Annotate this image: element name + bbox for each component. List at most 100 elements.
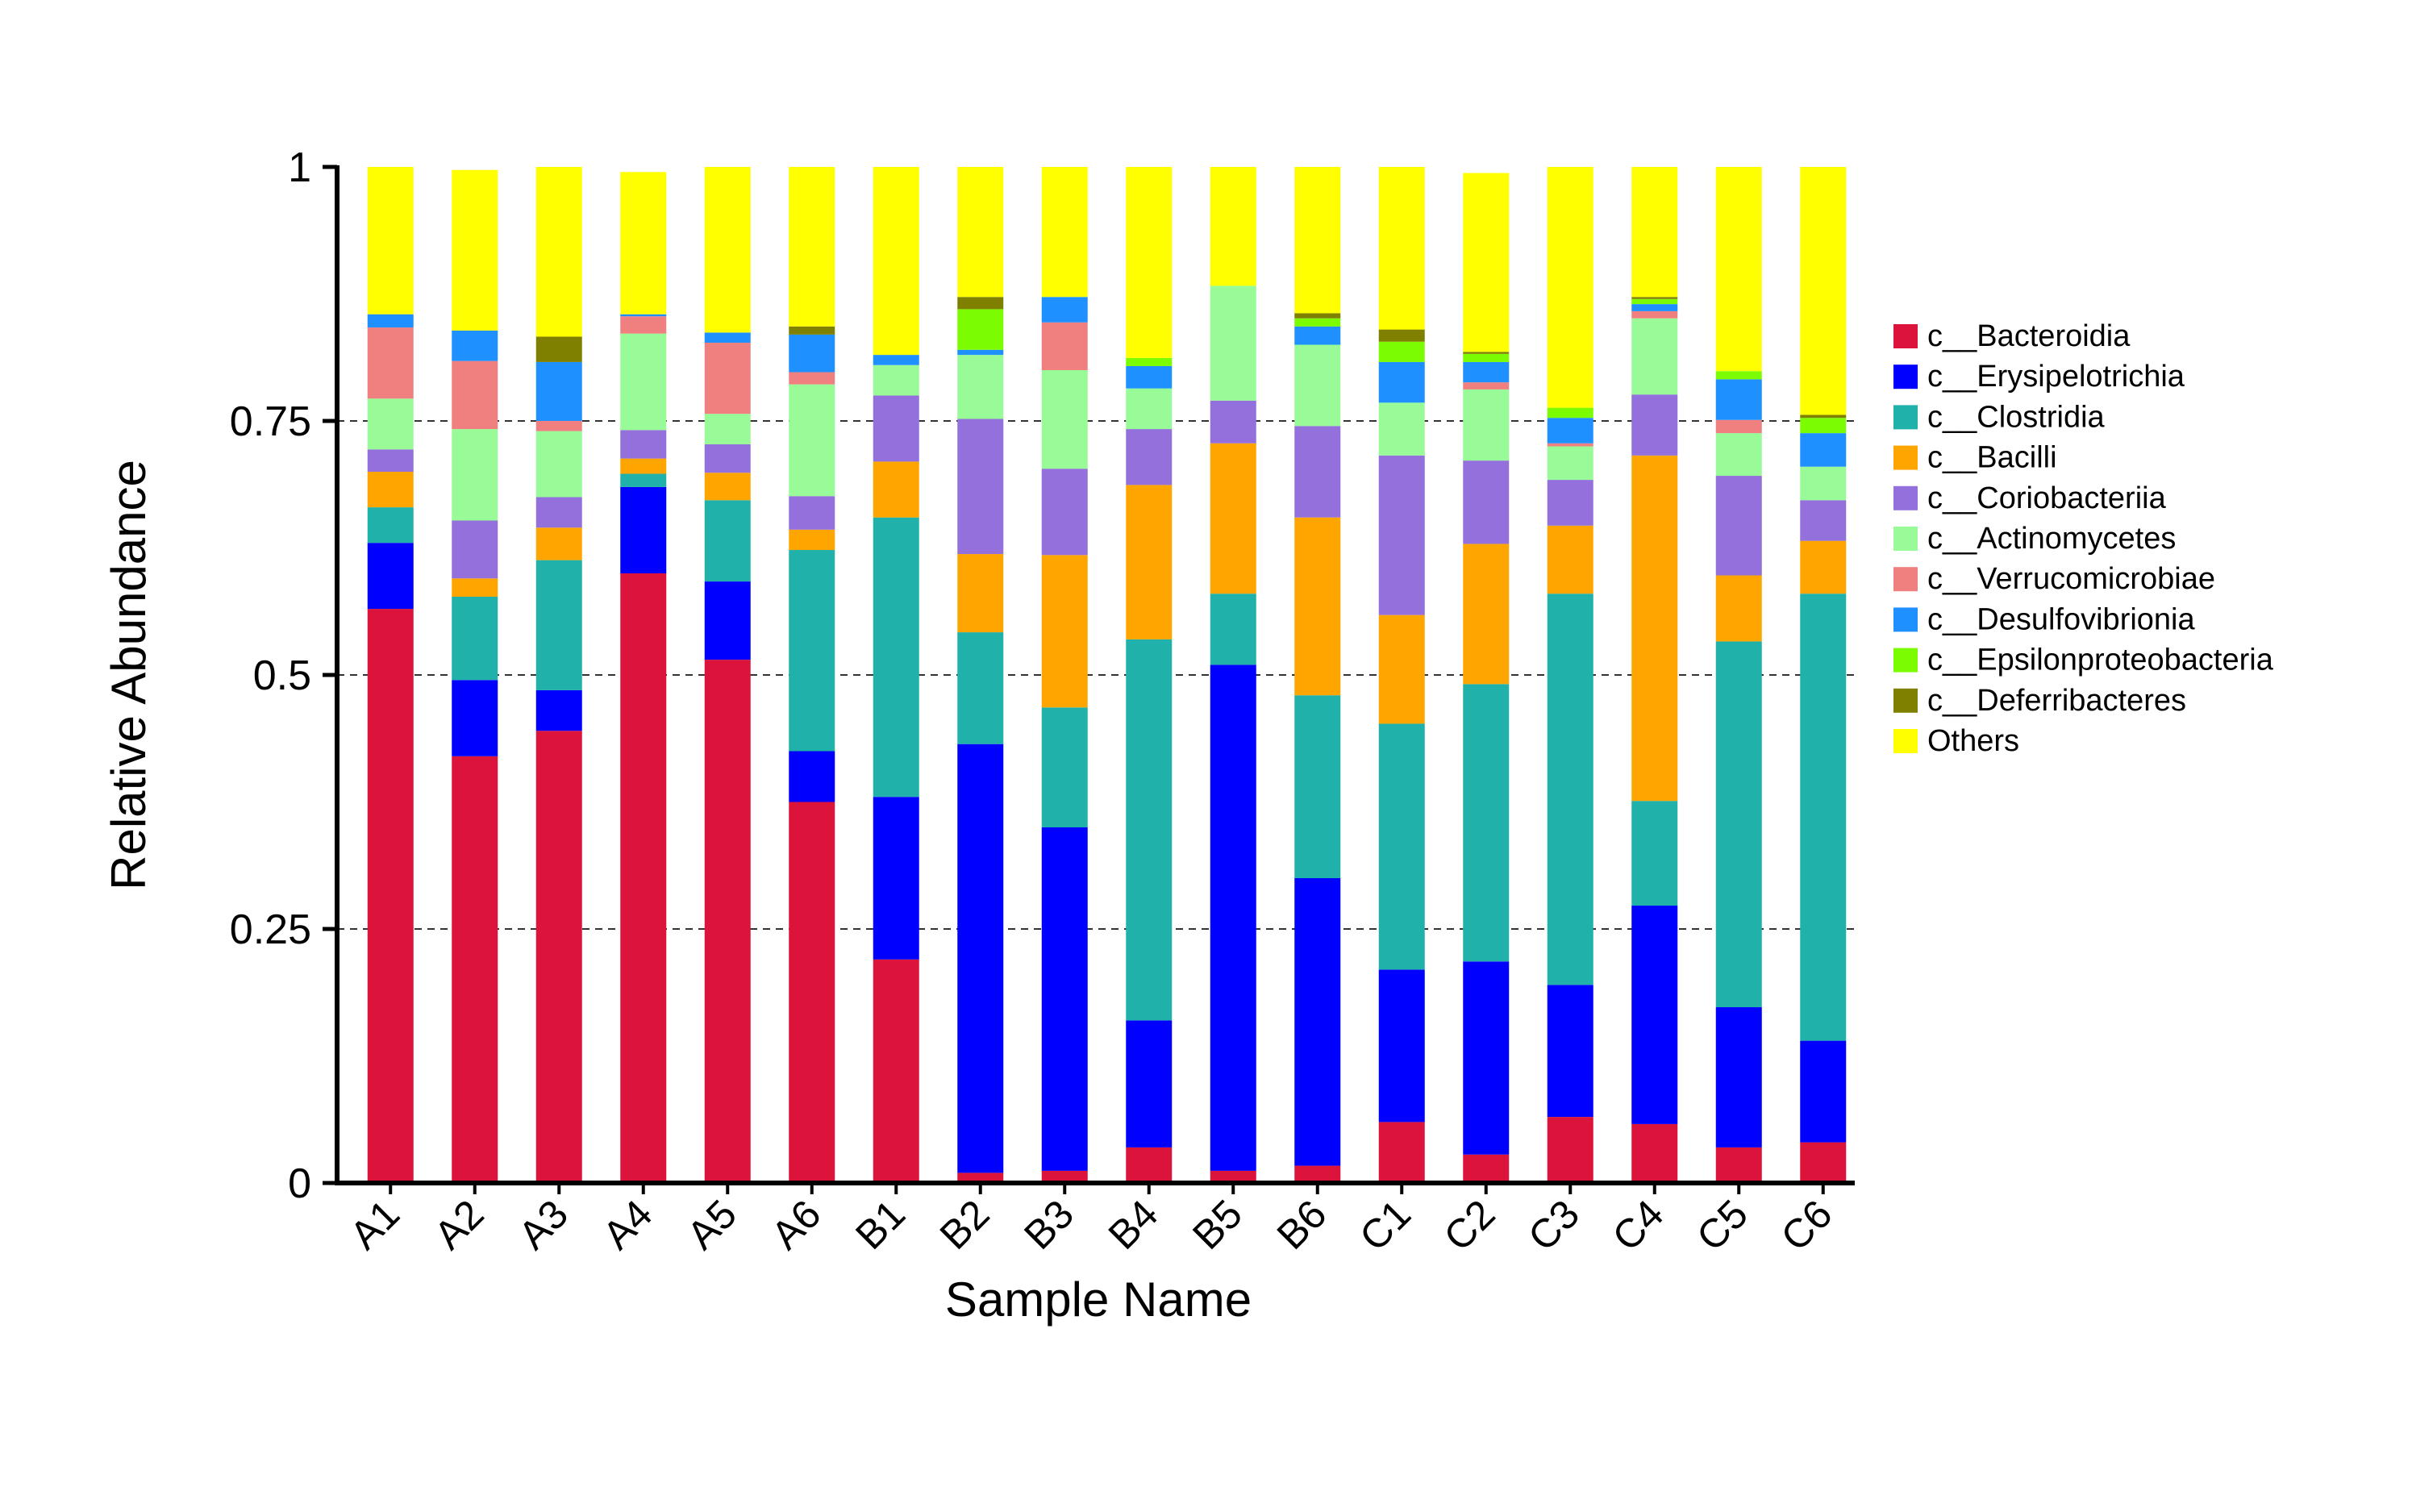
- bar-segment: [1463, 382, 1510, 389]
- bar-segment: [873, 395, 919, 462]
- x-tick-label: A5: [678, 1191, 745, 1258]
- bar-segment: [704, 342, 751, 414]
- x-tick-label: C3: [1519, 1191, 1588, 1260]
- x-tick-label: C2: [1435, 1191, 1504, 1260]
- bar-segment: [1378, 1122, 1425, 1183]
- bar-segment: [1547, 1117, 1593, 1183]
- x-tick-label: A4: [594, 1191, 661, 1258]
- bar-segment: [452, 596, 498, 681]
- bar-segment: [1378, 167, 1425, 330]
- bar-segment: [957, 744, 1004, 1173]
- bar-segment: [620, 172, 667, 314]
- bar-segment: [1715, 433, 1762, 477]
- bar-segment: [1126, 167, 1173, 358]
- bar-segment: [704, 444, 751, 473]
- bar-segment: [1126, 357, 1173, 366]
- bar-segment: [452, 680, 498, 756]
- y-tick-label: 0.75: [230, 398, 311, 445]
- bar-segment: [1631, 304, 1678, 311]
- legend-swatch: [1893, 324, 1918, 348]
- bar-segment: [1547, 985, 1593, 1118]
- bar-segment: [1126, 1020, 1173, 1148]
- bar-segment: [1547, 525, 1593, 594]
- bar-segment: [957, 419, 1004, 555]
- bar-segment: [1210, 594, 1256, 665]
- bar-segment: [1041, 370, 1088, 469]
- x-axis-title: Sample Name: [945, 1272, 1252, 1327]
- bar-segment: [1041, 707, 1088, 827]
- bar-segment: [452, 330, 498, 361]
- bar-segment: [1715, 1147, 1762, 1183]
- bar-segment: [367, 472, 414, 508]
- bar-segment: [1041, 555, 1088, 708]
- bar-segment: [1210, 167, 1256, 286]
- x-tick-label: C4: [1604, 1191, 1673, 1260]
- bar-segment: [1294, 426, 1341, 518]
- bar-segment: [367, 449, 414, 472]
- bar-segment: [1378, 402, 1425, 456]
- bar-segment: [1631, 298, 1678, 305]
- legend-label: c__Epsilonproteobacteria: [1927, 644, 2274, 677]
- bar-segment: [1041, 322, 1088, 370]
- y-tick-label: 0: [288, 1160, 311, 1207]
- bar-segment: [1378, 723, 1425, 970]
- x-tick-label: B2: [931, 1191, 998, 1258]
- bar-segment: [1547, 407, 1593, 419]
- bar-segment: [1463, 361, 1510, 383]
- bar-segment: [1800, 414, 1847, 419]
- bar-segment: [367, 327, 414, 399]
- bar-segment: [1631, 310, 1678, 319]
- bar-segment: [1041, 167, 1088, 298]
- legend-swatch: [1893, 567, 1918, 592]
- bar-segment: [1715, 419, 1762, 434]
- bar-segment: [873, 959, 919, 1183]
- bar-segment: [452, 360, 498, 430]
- bar-segment: [1800, 1142, 1847, 1183]
- bar-segment: [367, 398, 414, 450]
- bar-segment: [1294, 326, 1341, 345]
- bar-segment: [1041, 827, 1088, 1171]
- bar-segment: [873, 355, 919, 365]
- bar-segment: [535, 336, 582, 362]
- legend-label: c__Erysipelotrichia: [1927, 360, 2185, 394]
- bar-segment: [1126, 429, 1173, 485]
- bar-segment: [1800, 1040, 1847, 1143]
- bar-segment: [1378, 329, 1425, 342]
- legend-label: c__Bacilli: [1927, 441, 2057, 475]
- bar-segment: [1547, 480, 1593, 526]
- bar-segment: [452, 578, 498, 597]
- bar-segment: [1294, 695, 1341, 878]
- bar-segment: [1463, 961, 1510, 1155]
- bar-segment: [957, 632, 1004, 744]
- bar-segment: [620, 473, 667, 487]
- bars: [367, 167, 1847, 1183]
- bar-segment: [535, 361, 582, 421]
- x-tick-label: A6: [763, 1191, 830, 1258]
- legend-label: Others: [1927, 724, 2019, 758]
- bar-segment: [704, 660, 751, 1183]
- bar-segment: [1041, 1170, 1088, 1183]
- bar-segment: [1800, 594, 1847, 1041]
- bar-segment: [1547, 167, 1593, 408]
- bar-segment: [535, 689, 582, 731]
- bar-segment: [789, 167, 835, 327]
- bar-segment: [1041, 469, 1088, 556]
- bar-segment: [957, 355, 1004, 419]
- bar-segment: [1210, 664, 1256, 1171]
- bar-segment: [1126, 1147, 1173, 1183]
- bar-segment: [1715, 371, 1762, 380]
- x-tick-label: C1: [1351, 1191, 1419, 1260]
- bar-segment: [1126, 388, 1173, 430]
- bar-segment: [789, 802, 835, 1183]
- bar-segment: [957, 1173, 1004, 1183]
- bar-segment: [1294, 318, 1341, 327]
- bar-segment: [957, 349, 1004, 356]
- bar-segment: [1715, 167, 1762, 372]
- legend-swatch: [1893, 485, 1918, 510]
- x-tick-label: B1: [847, 1191, 914, 1258]
- bar-segment: [789, 372, 835, 385]
- bar-segment: [1547, 446, 1593, 481]
- legend-swatch: [1893, 729, 1918, 753]
- legend-swatch: [1893, 648, 1918, 673]
- axes: [323, 165, 1855, 1194]
